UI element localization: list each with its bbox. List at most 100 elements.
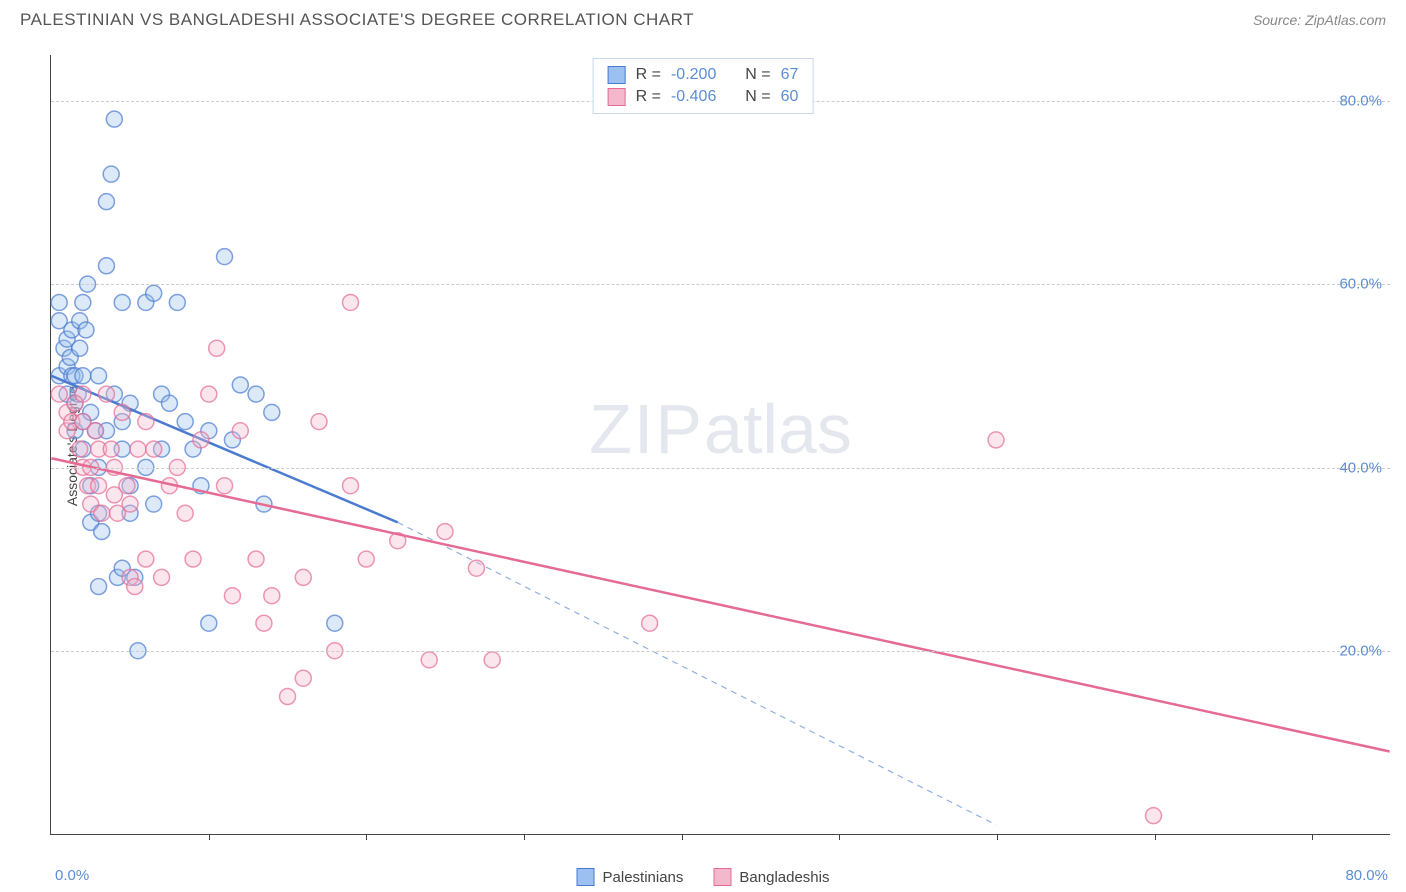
data-point [161,395,177,411]
r-label-0: R = [636,66,661,84]
data-point [193,432,209,448]
r-value-0: -0.200 [671,66,716,84]
data-point [91,478,107,494]
stats-swatch-0 [608,66,626,84]
data-point [311,414,327,430]
legend-item-1: Bangladeshis [713,868,829,886]
data-point [103,166,119,182]
data-point [256,615,272,631]
data-point [103,441,119,457]
data-point [98,194,114,210]
data-point [98,386,114,402]
data-point [248,551,264,567]
data-point [185,551,201,567]
data-point [114,404,130,420]
y-tick-label: 20.0% [1339,643,1382,660]
legend-label-0: Palestinians [603,869,684,886]
data-point [87,423,103,439]
data-point [177,505,193,521]
legend-swatch-1 [713,868,731,886]
scatter-svg [51,55,1390,834]
x-tick [209,834,210,840]
data-point [468,560,484,576]
data-point [146,496,162,512]
data-point [138,414,154,430]
x-tick [1312,834,1313,840]
stats-legend: R = -0.200 N = 67 R = -0.406 N = 60 [593,58,814,114]
data-point [98,258,114,274]
data-point [154,569,170,585]
data-point [94,505,110,521]
source-credit: Source: ZipAtlas.com [1253,12,1386,28]
data-point [127,579,143,595]
chart-title: PALESTINIAN VS BANGLADESHI ASSOCIATE'S D… [20,10,694,30]
data-point [72,441,88,457]
data-point [138,551,154,567]
data-point [201,615,217,631]
data-point [224,588,240,604]
trend-line [51,458,1389,751]
data-point [437,524,453,540]
r-label-1: R = [636,88,661,106]
data-point [280,689,296,705]
data-point [988,432,1004,448]
n-label-0: N = [745,66,770,84]
source-name: ZipAtlas.com [1305,12,1386,28]
data-point [217,249,233,265]
legend-item-0: Palestinians [577,868,684,886]
x-tick [524,834,525,840]
n-label-1: N = [745,88,770,106]
data-point [51,294,67,310]
x-tick [839,834,840,840]
source-prefix: Source: [1253,12,1305,28]
n-value-1: 60 [781,88,799,106]
legend-label-1: Bangladeshis [739,869,829,886]
data-point [91,579,107,595]
gridline [51,651,1390,652]
data-point [91,368,107,384]
data-point [51,386,67,402]
data-point [94,524,110,540]
data-point [106,111,122,127]
data-point [114,294,130,310]
data-point [264,588,280,604]
data-point [248,386,264,402]
data-point [264,404,280,420]
data-point [146,285,162,301]
data-point [642,615,658,631]
data-point [421,652,437,668]
data-point [130,441,146,457]
n-value-0: 67 [781,66,799,84]
data-point [217,478,233,494]
data-point [75,294,91,310]
x-tick [682,834,683,840]
data-point [343,478,359,494]
x-tick [997,834,998,840]
data-point [295,670,311,686]
data-point [343,294,359,310]
gridline [51,468,1390,469]
legend-swatch-0 [577,868,595,886]
data-point [1145,808,1161,824]
data-point [201,386,217,402]
stats-swatch-1 [608,88,626,106]
gridline [51,284,1390,285]
plot-area: ZIPatlas 20.0%40.0%60.0%80.0% [50,55,1390,835]
x-tick [1155,834,1156,840]
data-point [122,496,138,512]
r-value-1: -0.406 [671,88,716,106]
data-point [78,322,94,338]
trend-line-extension [398,522,996,824]
y-tick-label: 60.0% [1339,276,1382,293]
data-point [484,652,500,668]
data-point [295,569,311,585]
x-tick [366,834,367,840]
x-axis-min-label: 0.0% [55,867,89,884]
data-point [209,340,225,356]
data-point [232,423,248,439]
stats-row-0: R = -0.200 N = 67 [608,64,799,86]
data-point [75,368,91,384]
x-axis-max-label: 80.0% [1345,867,1388,884]
y-tick-label: 40.0% [1339,459,1382,476]
data-point [72,340,88,356]
